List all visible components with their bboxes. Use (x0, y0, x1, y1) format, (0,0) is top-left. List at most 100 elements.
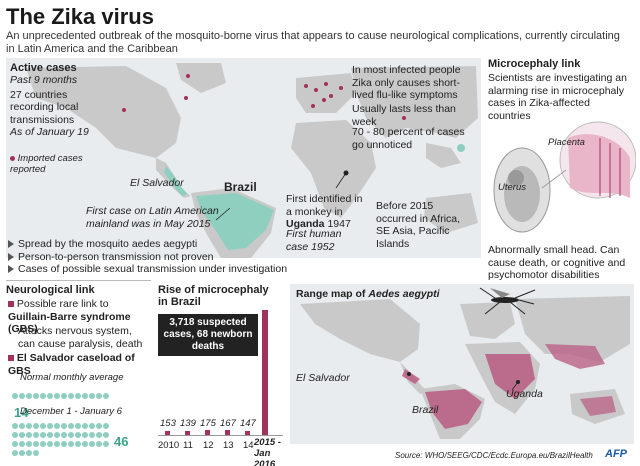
case-dot-icon (40, 441, 46, 447)
tick-11: 11 (183, 440, 193, 451)
range-map-panel (290, 284, 634, 444)
active-cases-period: Past 9 months (10, 74, 78, 86)
microcephaly-effects: Abnormally small head. Can cause death, … (488, 244, 626, 281)
case-dot-icon (54, 393, 60, 399)
case-dot-icon (26, 441, 32, 447)
afp-logo: AFP (605, 448, 627, 460)
case-dot-icon (40, 432, 46, 438)
case-dot-icon (61, 432, 67, 438)
case-dot-icon (12, 423, 18, 429)
first-case-note: First case on Latin American mainland wa… (86, 205, 219, 230)
neurological-item-1-bold: Guillain-Barre syndrome (GBS) (8, 310, 131, 336)
uterus-label: Uterus (498, 182, 526, 193)
tick-2010: 2010 (158, 440, 180, 451)
case-dot-icon (47, 393, 53, 399)
case-dot-icon (89, 423, 95, 429)
first-identified-text: First identified in a monkey in (286, 193, 363, 218)
fetus-illustration (493, 121, 636, 233)
case-dot-icon (82, 441, 88, 447)
case-dot-icon (68, 441, 74, 447)
case-dot-icon (54, 423, 60, 429)
range-map-title-text: Range map of (296, 288, 366, 300)
before-2015-note: Before 2015 occurred in Africa, SE Asia,… (376, 200, 461, 250)
case-dot-icon (54, 432, 60, 438)
case-dot-icon (12, 441, 18, 447)
case-dot-icon (19, 441, 25, 447)
gbs-heading-text: El Salvador caseload of GBS (8, 352, 135, 377)
case-dot-icon (103, 441, 109, 447)
bar-2015 (262, 310, 268, 435)
case-dot-icon (12, 450, 18, 456)
case-dot-icon (96, 423, 102, 429)
case-dot-icon (40, 393, 46, 399)
case-dot-icon (68, 423, 74, 429)
case-dot-icon (103, 393, 109, 399)
first-human-note: First human case 1952 (286, 228, 342, 253)
placenta-label: Placenta (548, 137, 585, 148)
active-cases-box: Active cases Past 9 months 27 countries … (10, 62, 105, 175)
case-dot-icon (19, 393, 25, 399)
case-dot-icon (96, 432, 102, 438)
case-dot-icon (89, 393, 95, 399)
gbs-normal-dots: 14 (12, 386, 112, 422)
transmission-text-3: Cases of possible sexual transmission un… (18, 263, 288, 275)
bar-13 (225, 430, 230, 435)
case-dot-icon (33, 432, 39, 438)
case-dot-icon (19, 423, 25, 429)
case-dot-icon (89, 432, 95, 438)
value-label-11: 139 (180, 418, 196, 429)
gbs-normal-label: Normal monthly average (20, 372, 124, 383)
case-dot-icon (40, 423, 46, 429)
case-dot-icon (75, 393, 81, 399)
gbs-normal-value: 14 (14, 405, 29, 420)
case-dot-icon (75, 441, 81, 447)
case-dot-icon (68, 432, 74, 438)
gbs-heading: El Salvador caseload of GBS (8, 352, 158, 377)
neurological-item-1: Possible rare link to Guillain-Barre syn… (8, 298, 153, 336)
imported-cases-legend: Imported cases reported (10, 153, 105, 175)
neurological-item-2: Attacks nervous system, can cause paraly… (18, 325, 148, 350)
gbs-period-value: 46 (114, 434, 129, 449)
bullet-square-icon (8, 355, 14, 361)
map-label-el-salvador: El Salvador (130, 177, 184, 189)
bar-11 (185, 431, 190, 435)
neurological-item-2-text: Attacks nervous system, can cause paraly… (18, 325, 143, 350)
first-identified-country: Uganda (286, 218, 325, 230)
imported-dot-icon (10, 155, 15, 161)
source-text: Source: WHO/SEEG/CDC/Ecdc.Europa.eu/Braz… (395, 451, 593, 460)
chart-area: 153 139 175 167 147 3,718 suspected case… (158, 306, 283, 436)
value-label-2010: 153 (160, 418, 176, 429)
transmission-item: Spread by the mosquito aedes aegypti (8, 238, 288, 251)
range-label-brazil: Brazil (412, 404, 439, 416)
bar-12 (205, 430, 210, 435)
unnoticed-note: 70 - 80 percent of cases go unnoticed (352, 126, 465, 151)
imported-cases-label: Imported cases reported (10, 152, 83, 175)
chart-title: Rise of microcephaly in Brazil (158, 284, 269, 308)
value-label-13: 167 (220, 418, 236, 429)
bullet-square-icon (8, 301, 14, 307)
active-cases-countries: 27 countries recording local transmissio… (10, 88, 79, 126)
case-dot-icon (12, 393, 18, 399)
case-dot-icon (82, 432, 88, 438)
range-map (300, 287, 630, 439)
value-label-14: 147 (240, 418, 256, 429)
case-dot-icon (61, 393, 67, 399)
case-dot-icon (33, 423, 39, 429)
case-dot-icon (61, 441, 67, 447)
microcephaly-text: Scientists are investigating an alarming… (488, 72, 627, 122)
case-dot-icon (12, 432, 18, 438)
case-dot-icon (89, 441, 95, 447)
tick-2015: 2015 - Jan 2016 (254, 437, 281, 466)
active-cases-heading: Active cases (10, 62, 77, 74)
bullet-arrow-icon (8, 240, 14, 249)
case-dot-icon (103, 432, 109, 438)
case-dot-icon (82, 423, 88, 429)
mosquito-icon (479, 287, 536, 315)
annotation-text: 3,718 suspected cases, 68 newborn deaths (163, 317, 253, 352)
case-dot-icon (33, 450, 39, 456)
case-dot-icon (96, 393, 102, 399)
infected-note: In most infected people Zika only causes… (352, 64, 461, 101)
case-dot-icon (47, 423, 53, 429)
world-map (26, 63, 478, 258)
value-label-12: 175 (200, 418, 216, 429)
